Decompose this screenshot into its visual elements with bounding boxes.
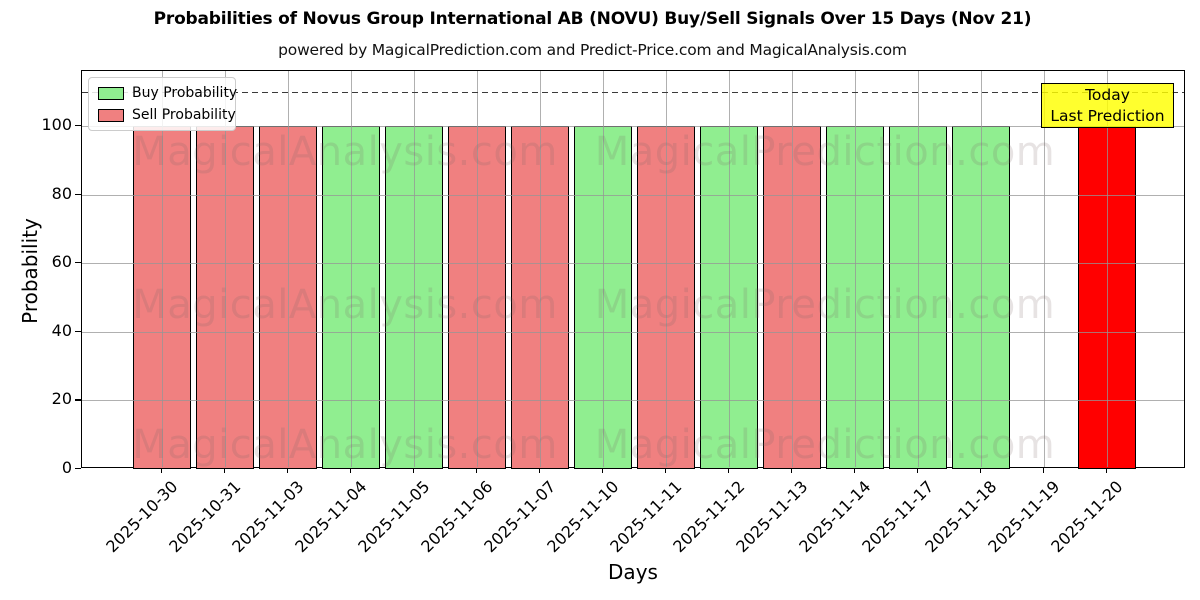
gridline-vertical	[981, 71, 982, 467]
legend: Buy Probability Sell Probability	[88, 77, 237, 131]
y-tick-mark	[75, 193, 81, 195]
gridline-vertical	[918, 71, 919, 467]
annotation-line-last-prediction: Last Prediction	[1050, 107, 1165, 125]
y-tick-label: 20	[51, 389, 72, 409]
gridline-vertical	[855, 71, 856, 467]
y-tick-mark	[75, 262, 81, 264]
legend-label-sell: Sell Probability	[132, 107, 236, 123]
gridline-vertical	[666, 71, 667, 467]
chart-subtitle: powered by MagicalPrediction.com and Pre…	[278, 41, 907, 59]
x-tick-mark	[413, 468, 415, 473]
y-tick-label: 60	[51, 252, 72, 272]
x-tick-mark	[539, 468, 541, 473]
x-tick-mark	[1106, 468, 1108, 473]
legend-label-buy: Buy Probability	[132, 85, 238, 101]
x-tick-mark	[224, 468, 226, 473]
y-tick-label: 40	[51, 320, 72, 340]
x-tick-mark	[980, 468, 982, 473]
x-tick-mark	[287, 468, 289, 473]
x-tick-mark	[854, 468, 856, 473]
gridline-vertical	[351, 71, 352, 467]
y-tick-label: 80	[51, 183, 72, 203]
x-tick-mark	[728, 468, 730, 473]
y-tick-mark	[75, 468, 81, 470]
gridline-vertical	[792, 71, 793, 467]
gridline-horizontal	[82, 263, 1184, 265]
x-tick-mark	[161, 468, 163, 473]
y-tick-mark	[75, 399, 81, 401]
gridline-vertical	[225, 71, 226, 467]
y-tick-label: 100	[41, 114, 72, 134]
gridline-vertical	[1044, 71, 1045, 467]
legend-item-buy: Buy Probability	[98, 85, 237, 101]
gridline-vertical	[540, 71, 541, 467]
gridline-vertical	[729, 71, 730, 467]
gridline-vertical	[603, 71, 604, 467]
x-tick-mark	[350, 468, 352, 473]
x-tick-mark	[602, 468, 604, 473]
x-tick-mark	[791, 468, 793, 473]
legend-item-sell: Sell Probability	[98, 107, 236, 123]
sell-probability-swatch-icon	[98, 108, 124, 122]
x-tick-mark	[1043, 468, 1045, 473]
gridline-horizontal	[82, 400, 1184, 402]
x-axis-label: Days	[608, 560, 658, 584]
x-tick-mark	[917, 468, 919, 473]
gridline-horizontal	[82, 331, 1184, 333]
x-tick-mark	[665, 468, 667, 473]
gridline-vertical	[414, 71, 415, 467]
gridline-horizontal	[82, 125, 1184, 127]
gridline-vertical	[162, 71, 163, 467]
y-tick-mark	[75, 124, 81, 127]
plot-area: Buy Probability Sell Probability Today L…	[81, 70, 1185, 469]
y-tick-label: 0	[61, 458, 72, 477]
gridline-vertical	[288, 71, 289, 467]
x-tick-mark	[476, 468, 478, 473]
gridline-vertical	[1107, 71, 1108, 467]
today-annotation: Today Last Prediction	[1041, 83, 1174, 128]
chart-title: Probabilities of Novus Group Internation…	[153, 9, 1032, 29]
annotation-line-today: Today	[1085, 86, 1130, 104]
gridline-vertical	[477, 71, 478, 467]
threshold-dashed-line	[82, 91, 1184, 94]
gridline-horizontal	[82, 194, 1184, 196]
y-tick-mark	[75, 330, 81, 333]
buy-probability-swatch-icon	[98, 86, 124, 100]
